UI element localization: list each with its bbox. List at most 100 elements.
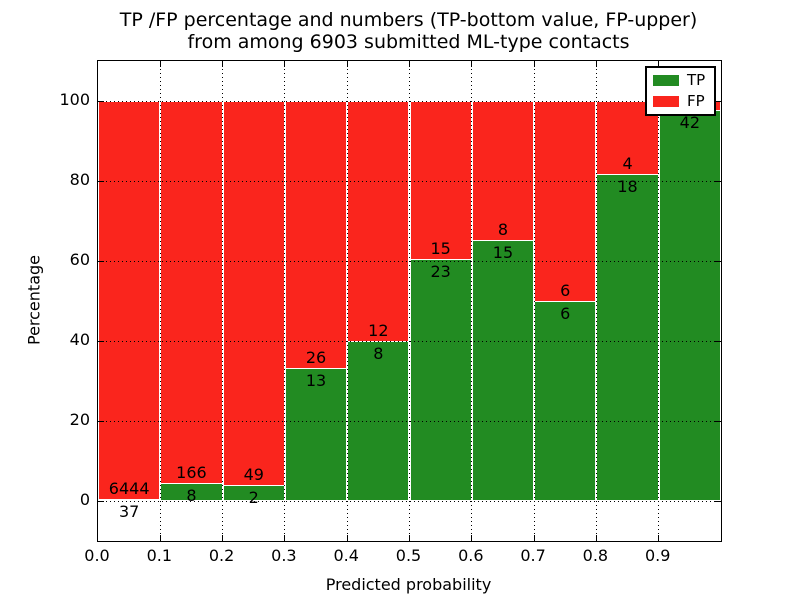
x-tick-mark bbox=[533, 535, 535, 541]
x-tick-label: 0.8 bbox=[582, 546, 609, 565]
y-tick-mark bbox=[98, 340, 104, 342]
x-tick-mark bbox=[471, 535, 473, 541]
y-tick-mark bbox=[715, 500, 721, 502]
legend-label-tp: TP bbox=[687, 71, 706, 89]
x-tick-label: 0.3 bbox=[271, 546, 297, 565]
y-tick-mark bbox=[98, 500, 104, 502]
x-tick-mark bbox=[222, 535, 224, 541]
tp-count-label: 42 bbox=[679, 113, 701, 133]
x-gridline bbox=[595, 61, 597, 541]
y-tick-mark bbox=[715, 340, 721, 342]
fp-count-label: 8 bbox=[497, 220, 509, 240]
x-tick-mark bbox=[159, 535, 161, 541]
chart-title-line1: TP /FP percentage and numbers (TP-bottom… bbox=[119, 9, 698, 31]
fp-bar-segment bbox=[161, 102, 222, 483]
tp-bar-segment bbox=[659, 110, 720, 501]
tp-count-label: 6 bbox=[560, 304, 571, 323]
legend-item-tp: TP bbox=[653, 72, 708, 89]
x-gridline bbox=[222, 61, 224, 541]
bar-column: 6444 37 bbox=[98, 101, 161, 520]
fp-bar-segment bbox=[348, 102, 409, 341]
fp-bar-segment bbox=[223, 102, 284, 486]
fp-bar-segment bbox=[535, 102, 596, 301]
x-gridline bbox=[471, 61, 473, 541]
fp-count-label: 6 bbox=[560, 281, 571, 300]
tp-bar-segment bbox=[597, 173, 658, 501]
fp-count-label: 12 bbox=[368, 321, 389, 340]
x-tick-mark bbox=[346, 535, 348, 541]
tp-bar-segment bbox=[99, 498, 160, 501]
x-gridline bbox=[409, 61, 410, 541]
legend: TP FP bbox=[645, 66, 716, 116]
fp-count-label: 49 bbox=[243, 465, 264, 485]
x-gridline bbox=[346, 61, 348, 541]
x-tick-mark bbox=[409, 61, 410, 67]
fp-count-label: 6444 bbox=[108, 478, 150, 498]
tp-bar-segment bbox=[285, 367, 347, 501]
fp-bar-segment bbox=[99, 102, 160, 499]
y-tick-label: 80 bbox=[69, 170, 90, 189]
tp-count-label: 8 bbox=[186, 485, 197, 505]
fp-count-label: 166 bbox=[176, 462, 207, 482]
fp-color-swatch-icon bbox=[653, 96, 679, 107]
tp-bar-segment bbox=[535, 301, 596, 501]
tp-bar-segment bbox=[410, 258, 471, 501]
tp-bar-segment bbox=[472, 240, 534, 501]
y-tick-label: 40 bbox=[69, 330, 90, 349]
fp-bar-segment bbox=[472, 102, 534, 241]
y-tick-mark bbox=[715, 420, 721, 422]
tp-count-label: 13 bbox=[305, 370, 327, 390]
x-gridline bbox=[284, 61, 286, 541]
bar-column: 15 23 bbox=[409, 101, 472, 501]
x-tick-mark bbox=[595, 61, 597, 67]
y-tick-label: 20 bbox=[69, 410, 90, 429]
bar-column: 12 8 bbox=[347, 101, 410, 501]
x-tick-label: 0.2 bbox=[208, 546, 235, 565]
x-gridline bbox=[533, 61, 535, 541]
tp-count-label: 8 bbox=[373, 344, 384, 363]
y-tick-mark bbox=[98, 100, 104, 102]
x-tick-label: 0.4 bbox=[333, 546, 359, 565]
bar-column: 42 bbox=[658, 101, 721, 501]
bar-column: 166 8 bbox=[160, 101, 223, 504]
bar-column: 26 13 bbox=[284, 101, 348, 501]
tp-count-label: 2 bbox=[248, 488, 259, 508]
x-tick-mark bbox=[533, 61, 535, 67]
y-tick-mark bbox=[98, 260, 104, 262]
x-tick-label: 0.1 bbox=[146, 546, 173, 565]
bar-column: 49 2 bbox=[222, 101, 285, 506]
x-tick-mark bbox=[658, 61, 660, 67]
x-gridline bbox=[658, 61, 660, 541]
x-tick-mark bbox=[471, 61, 473, 67]
x-tick-mark bbox=[159, 61, 161, 67]
legend-label-fp: FP bbox=[687, 92, 705, 110]
x-tick-mark bbox=[284, 535, 286, 541]
x-tick-mark bbox=[658, 535, 660, 541]
chart-title-line2: from among 6903 submitted ML-type contac… bbox=[187, 31, 630, 53]
x-tick-mark bbox=[284, 61, 286, 67]
y-tick-mark bbox=[715, 260, 721, 262]
tp-bar-segment bbox=[161, 482, 222, 501]
tp-count-label: 37 bbox=[118, 501, 140, 521]
fp-count-label: 15 bbox=[430, 238, 451, 258]
bar-column: 8 15 bbox=[471, 101, 535, 501]
plot-area: 6444 37 166 8 49 2 26 13 12 8 15 23 8 15 6 6 4 18 42 bbox=[97, 60, 722, 542]
y-tick-mark bbox=[715, 100, 721, 102]
x-tick-mark bbox=[346, 61, 348, 67]
y-tick-label: 100 bbox=[59, 90, 90, 109]
fp-bar-segment bbox=[410, 102, 471, 259]
x-tick-label: 0.9 bbox=[644, 546, 671, 565]
y-tick-mark bbox=[98, 420, 104, 422]
tp-color-swatch-icon bbox=[653, 75, 679, 86]
fp-count-label: 26 bbox=[305, 347, 327, 367]
x-tick-label: 0.5 bbox=[395, 546, 422, 565]
x-axis-label: Predicted probability bbox=[325, 575, 492, 594]
fp-count-label: 4 bbox=[622, 153, 633, 173]
x-tick-label: 0.6 bbox=[458, 546, 484, 565]
tp-count-label: 23 bbox=[430, 261, 451, 281]
fp-bar-segment bbox=[285, 102, 347, 368]
x-tick-label: 0.0 bbox=[84, 546, 110, 565]
y-tick-label: 60 bbox=[69, 250, 90, 269]
legend-item-fp: FP bbox=[653, 93, 708, 110]
